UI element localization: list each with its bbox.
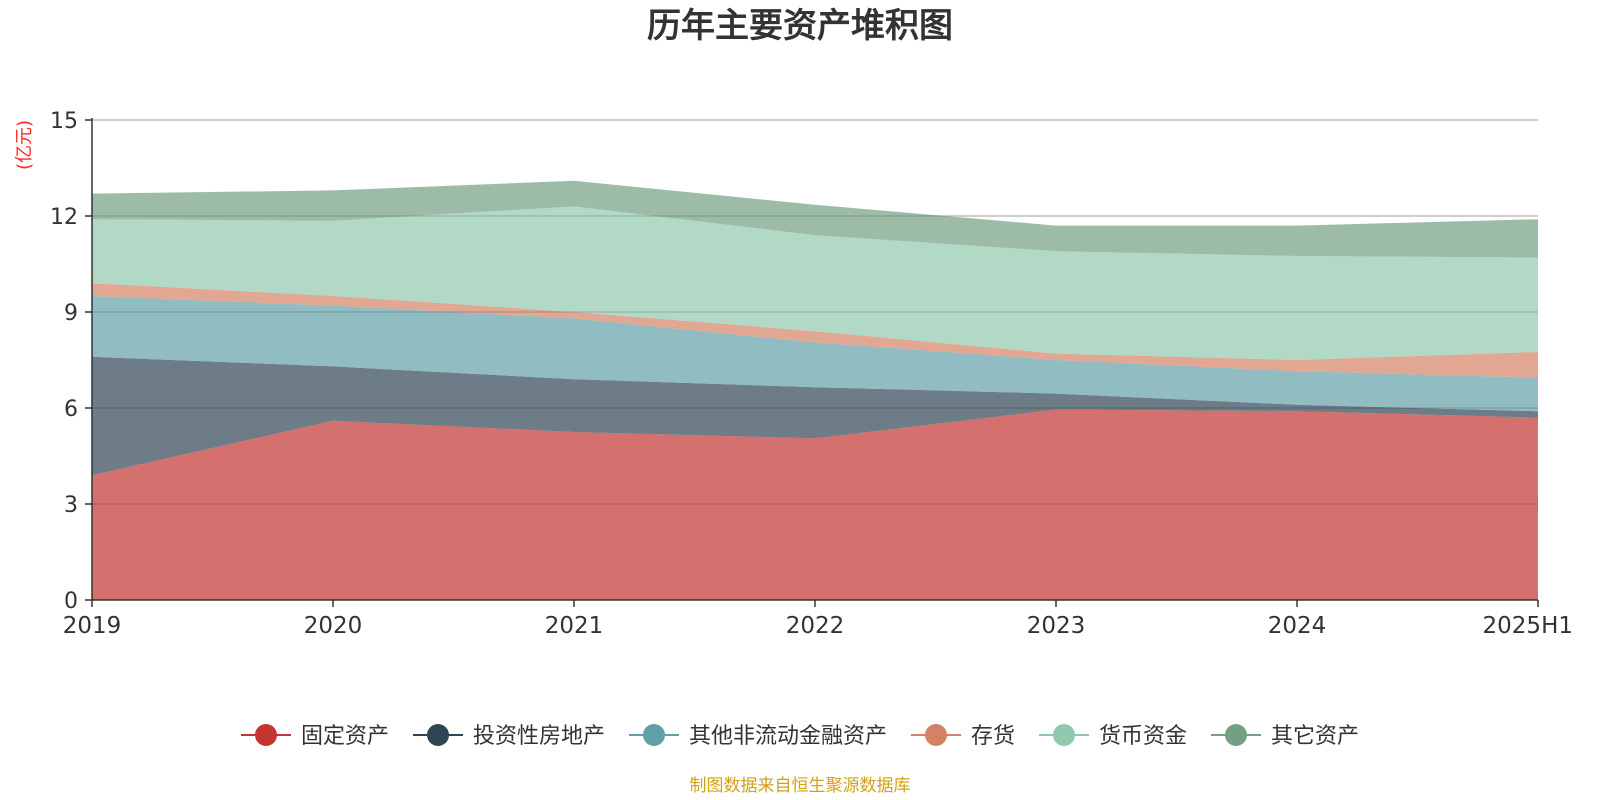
- y-axis-unit: (亿元): [14, 120, 35, 170]
- legend-label: 固定资产: [301, 724, 389, 749]
- legend-label: 投资性房地产: [473, 724, 605, 749]
- x-tick-label: 2025H1: [1483, 613, 1573, 639]
- area-series-0[interactable]: [92, 409, 1538, 600]
- y-tick-label: 12: [50, 205, 78, 230]
- overlay-grid-lines: [92, 119, 1538, 505]
- x-tick-label: 2023: [1027, 613, 1086, 639]
- stacked-areas: [92, 180, 1538, 600]
- legend-item[interactable]: 投资性房地产: [413, 724, 605, 749]
- x-tick-label: 2022: [786, 613, 845, 639]
- area-series-4[interactable]: [92, 206, 1538, 360]
- y-tick-label: 6: [64, 397, 78, 422]
- area-series-5[interactable]: [92, 180, 1538, 258]
- legend-circle-icon: [643, 724, 665, 746]
- legend-circle-icon: [1225, 724, 1247, 746]
- area-series-2[interactable]: [92, 296, 1538, 412]
- x-tick-label: 2019: [63, 613, 122, 639]
- legend[interactable]: 固定资产 投资性房地产 其他非流动金融资产 存货 货币资金 其它资产: [241, 724, 1359, 749]
- legend-label: 货币资金: [1099, 724, 1187, 749]
- legend-item[interactable]: 其它资产: [1211, 724, 1359, 749]
- x-tick-label: 2021: [545, 613, 604, 639]
- legend-circle-icon: [1053, 724, 1075, 746]
- area-series-1[interactable]: [92, 356, 1538, 476]
- legend-item[interactable]: 货币资金: [1039, 724, 1187, 749]
- legend-label: 其他非流动金融资产: [689, 724, 887, 749]
- x-tick-label: 2020: [304, 613, 363, 639]
- data-source-note: 制图数据来自恒生聚源数据库: [690, 776, 911, 796]
- legend-circle-icon: [427, 724, 449, 746]
- legend-item[interactable]: 其他非流动金融资产: [629, 724, 887, 749]
- legend-item[interactable]: 存货: [911, 724, 1015, 749]
- y-tick-label: 0: [64, 589, 78, 614]
- legend-label: 其它资产: [1271, 724, 1359, 749]
- x-tick-label: 2024: [1268, 613, 1327, 639]
- y-tick-label: 15: [50, 109, 78, 134]
- legend-circle-icon: [925, 724, 947, 746]
- axes: 0 3 6 9 12 15 2019 2020 2021 2022 2023 2024 2025H1: [50, 109, 1573, 639]
- legend-item[interactable]: 固定资产: [241, 724, 389, 749]
- y-tick-label: 9: [64, 301, 78, 326]
- y-tick-label: 3: [64, 493, 78, 518]
- legend-label: 存货: [971, 724, 1015, 749]
- chart-title: 历年主要资产堆积图: [647, 6, 953, 46]
- legend-circle-icon: [255, 724, 277, 746]
- area-series-3[interactable]: [92, 283, 1538, 378]
